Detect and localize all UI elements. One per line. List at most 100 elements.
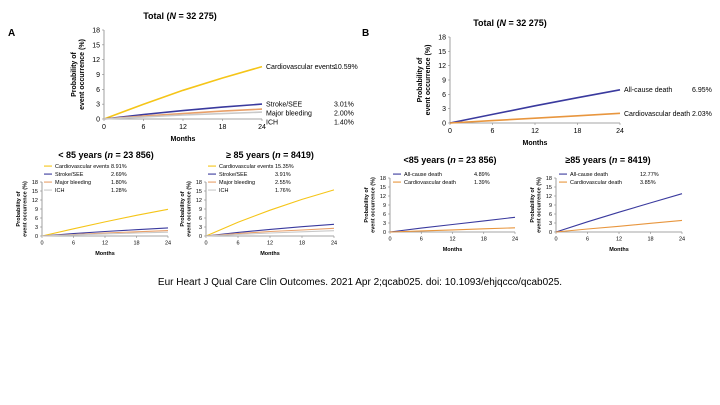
y-tick-label: 12 [438, 63, 446, 70]
legend-label: Cardiovascular death [404, 180, 456, 186]
x-tick-label: 18 [299, 241, 305, 247]
y-tick-label: 15 [92, 42, 100, 49]
series-line [205, 189, 335, 237]
chart-b_ge85: ≥85 years (n = 8419) 0 3 6 9 12 15 18 0 6 12 18 24 Mo… [530, 155, 685, 253]
y-tick-label: 6 [199, 216, 202, 222]
chart-b_total: Total (N = 32 275) 0 3 6 9 12 15 18 0 6 12 18 24 Mont… [417, 18, 712, 147]
y-tick-label: 15 [546, 185, 552, 191]
y-tick-label: 15 [380, 185, 386, 191]
y-axis-label-line1: Probability of [180, 191, 186, 226]
series-line [103, 111, 263, 120]
x-tick-label: 0 [554, 237, 557, 243]
x-tick-label: 24 [616, 128, 624, 135]
series-line [205, 227, 335, 237]
legend-label: All-cause death [570, 172, 608, 178]
x-tick-label: 12 [267, 241, 273, 247]
chart-a_lt85: < 85 years (n = 23 856) 0 3 6 9 12 15 18 0 6 12 18 2… [16, 150, 171, 257]
y-tick-label: 12 [32, 198, 38, 204]
x-tick-label: 12 [102, 241, 108, 247]
legend-value: 3.85% [640, 180, 656, 186]
series-line [41, 231, 169, 237]
chart-title: ≥ 85 years (n = 8419) [226, 150, 314, 160]
legend-value: 8.91% [111, 164, 127, 170]
y-tick-label: 3 [383, 221, 386, 227]
series-line [555, 193, 683, 233]
series-end-value: 10.59% [334, 64, 358, 71]
x-tick-label: 24 [331, 241, 337, 247]
charts-group: Total (N = 32 275) 0 3 6 9 12 15 18 0 6 12 18 24 Mont… [16, 11, 712, 257]
y-axis-label-line2: event occurrence (%) [23, 181, 29, 237]
y-tick-label: 9 [383, 203, 386, 209]
legend-label: Cardiovascular events [219, 164, 274, 170]
y-axis-label-line1: Probability of [417, 57, 424, 102]
x-tick-label: 0 [204, 241, 207, 247]
y-tick-label: 0 [383, 230, 386, 236]
x-tick-label: 12 [531, 128, 539, 135]
x-tick-label: 6 [586, 237, 589, 243]
x-tick-label: 6 [142, 124, 146, 131]
series-end-label: Major bleeding [266, 111, 312, 118]
x-tick-label: 18 [133, 241, 139, 247]
y-tick-label: 6 [35, 216, 38, 222]
y-tick-label: 6 [549, 212, 552, 218]
legend-value: 3.91% [275, 172, 291, 178]
x-tick-label: 24 [679, 237, 685, 243]
y-axis-label-line1: Probability of [16, 191, 22, 226]
x-tick-label: 0 [388, 237, 391, 243]
series-end-label: Cardiovascular events [266, 64, 336, 71]
y-tick-label: 6 [383, 212, 386, 218]
chart-a_ge85: ≥ 85 years (n = 8419) 0 3 6 9 12 15 18 0 6 12 18 24 M… [180, 150, 337, 257]
y-tick-label: 0 [199, 234, 202, 240]
series-end-label: All-cause death [624, 87, 672, 94]
x-tick-label: 18 [574, 128, 582, 135]
legend-value: 4.89% [474, 172, 490, 178]
legend-label: Major bleeding [219, 180, 255, 186]
panel-a-label: A [8, 28, 15, 39]
series-line [41, 208, 169, 237]
x-axis-label: Months [523, 140, 548, 147]
x-tick-label: 0 [102, 124, 106, 131]
series-end-value: 6.95% [692, 87, 712, 94]
x-axis-label: Months [171, 136, 196, 143]
y-axis-label-line1: Probability of [71, 51, 78, 96]
y-axis-label-line2: event occurrence (%) [79, 39, 86, 110]
x-tick-label: 6 [491, 128, 495, 135]
legend-value: 12.77% [640, 172, 659, 178]
y-tick-label: 6 [442, 92, 446, 99]
y-tick-label: 18 [438, 34, 446, 41]
y-tick-label: 9 [442, 77, 446, 84]
y-tick-label: 15 [438, 49, 446, 56]
x-axis-label: Months [443, 247, 463, 253]
legend-value: 1.39% [474, 180, 490, 186]
series-line [41, 227, 169, 237]
x-axis-label: Months [609, 247, 629, 253]
y-tick-label: 6 [96, 87, 100, 94]
x-tick-label: 18 [647, 237, 653, 243]
legend-label: Cardiovascular death [570, 180, 622, 186]
legend-value: 1.80% [111, 180, 127, 186]
legend-value: 2.55% [275, 180, 291, 186]
legend-label: Stroke/SEE [55, 172, 84, 178]
legend-value: 2.69% [111, 172, 127, 178]
series-line [103, 103, 263, 120]
y-tick-label: 12 [196, 198, 202, 204]
y-tick-label: 9 [96, 72, 100, 79]
chart-b_lt85: <85 years (n = 23 856) 0 3 6 9 12 15 18 0 6 12 18 24… [364, 155, 518, 253]
y-tick-label: 12 [380, 194, 386, 200]
x-tick-label: 6 [72, 241, 75, 247]
y-axis-label-line2: event occurrence (%) [371, 177, 377, 233]
series-end-value: 2.00% [334, 111, 354, 118]
y-tick-label: 0 [96, 116, 100, 123]
citation-caption: Eur Heart J Qual Care Clin Outcomes. 202… [157, 277, 563, 288]
series-end-value: 2.03% [692, 111, 712, 118]
series-end-value: 1.40% [334, 120, 354, 127]
x-tick-label: 12 [449, 237, 455, 243]
y-tick-label: 0 [442, 120, 446, 127]
y-tick-label: 18 [32, 180, 38, 186]
series-end-label: Cardiovascular death [624, 111, 690, 118]
y-tick-label: 9 [35, 207, 38, 213]
y-tick-label: 0 [35, 234, 38, 240]
y-axis-label-line2: event occurrence (%) [425, 45, 432, 116]
legend-label: ICH [55, 188, 65, 194]
